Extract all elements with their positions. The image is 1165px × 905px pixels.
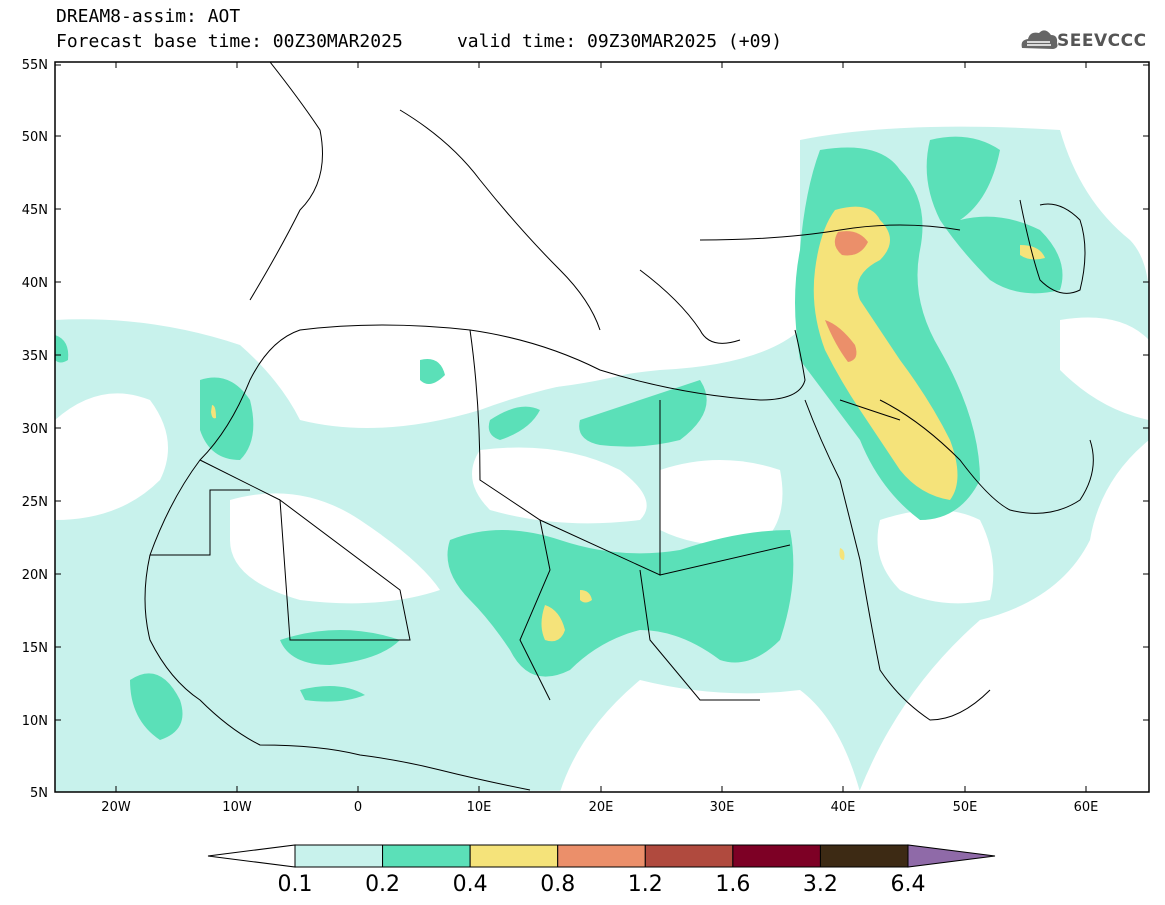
colorbar-level-label: 0.8 [540, 872, 576, 897]
coastlines-and-borders [144, 62, 1094, 791]
colorbar-level-label: 1.6 [715, 872, 751, 897]
colorbar-level-label: 0.1 [277, 872, 313, 897]
map-frame [54, 61, 1150, 793]
lon-label: 20W [101, 800, 131, 815]
lon-label: 40E [831, 800, 856, 815]
axis-ticks [55, 62, 1149, 792]
lat-label: 50N [22, 130, 48, 145]
colorbar-level-label: 6.4 [890, 872, 926, 897]
colorbar-box [732, 844, 821, 868]
lat-label: 45N [22, 203, 48, 218]
lon-label: 60E [1074, 800, 1099, 815]
colorbar-box [294, 844, 384, 868]
colorbar-box [819, 844, 909, 868]
colorbar-box [644, 844, 734, 868]
lat-label: 30N [22, 422, 48, 437]
lon-label: 20E [589, 800, 614, 815]
aot-level-0.8 [825, 231, 868, 362]
colorbar [207, 844, 996, 868]
colorbar-level-label: 1.2 [627, 872, 663, 897]
lon-label: 10E [467, 800, 492, 815]
longitude-labels: 20W 10W 0 10E 20E 30E 40E 50E 60E [101, 800, 1098, 815]
colorbar-boxes [294, 844, 909, 868]
aot-contours [55, 62, 1149, 792]
colorbar-box [557, 844, 646, 868]
colorbar-over-arrow [907, 844, 996, 868]
colorbar-under-arrow [207, 844, 296, 868]
lat-label: 5N [30, 786, 48, 801]
logo-text: SEEVCCC [1057, 31, 1147, 51]
colorbar-box [382, 844, 471, 868]
lat-label: 15N [22, 641, 48, 656]
map-title: DREAM8-assim: AOT [56, 6, 241, 27]
lon-label: 0 [354, 800, 362, 815]
lon-label: 10W [222, 800, 252, 815]
colorbar-level-label: 3.2 [802, 872, 838, 897]
lat-label: 20N [22, 568, 48, 583]
lat-label: 25N [22, 495, 48, 510]
lat-label: 35N [22, 349, 48, 364]
lat-label: 55N [22, 58, 48, 73]
colorbar-box [469, 844, 559, 868]
forecast-time-info: Forecast base time: 00Z30MAR2025 valid t… [56, 31, 783, 52]
colorbar-level-label: 0.4 [452, 872, 488, 897]
seevccc-cloud-logo-icon [1021, 30, 1058, 49]
colorbar-level-label: 0.2 [365, 872, 401, 897]
latitude-labels: 55N 50N 45N 40N 35N 30N 25N 20N 15N 10N … [22, 58, 48, 801]
lat-label: 10N [22, 714, 48, 729]
lon-label: 50E [953, 800, 978, 815]
lat-label: 40N [22, 276, 48, 291]
lon-label: 30E [710, 800, 735, 815]
